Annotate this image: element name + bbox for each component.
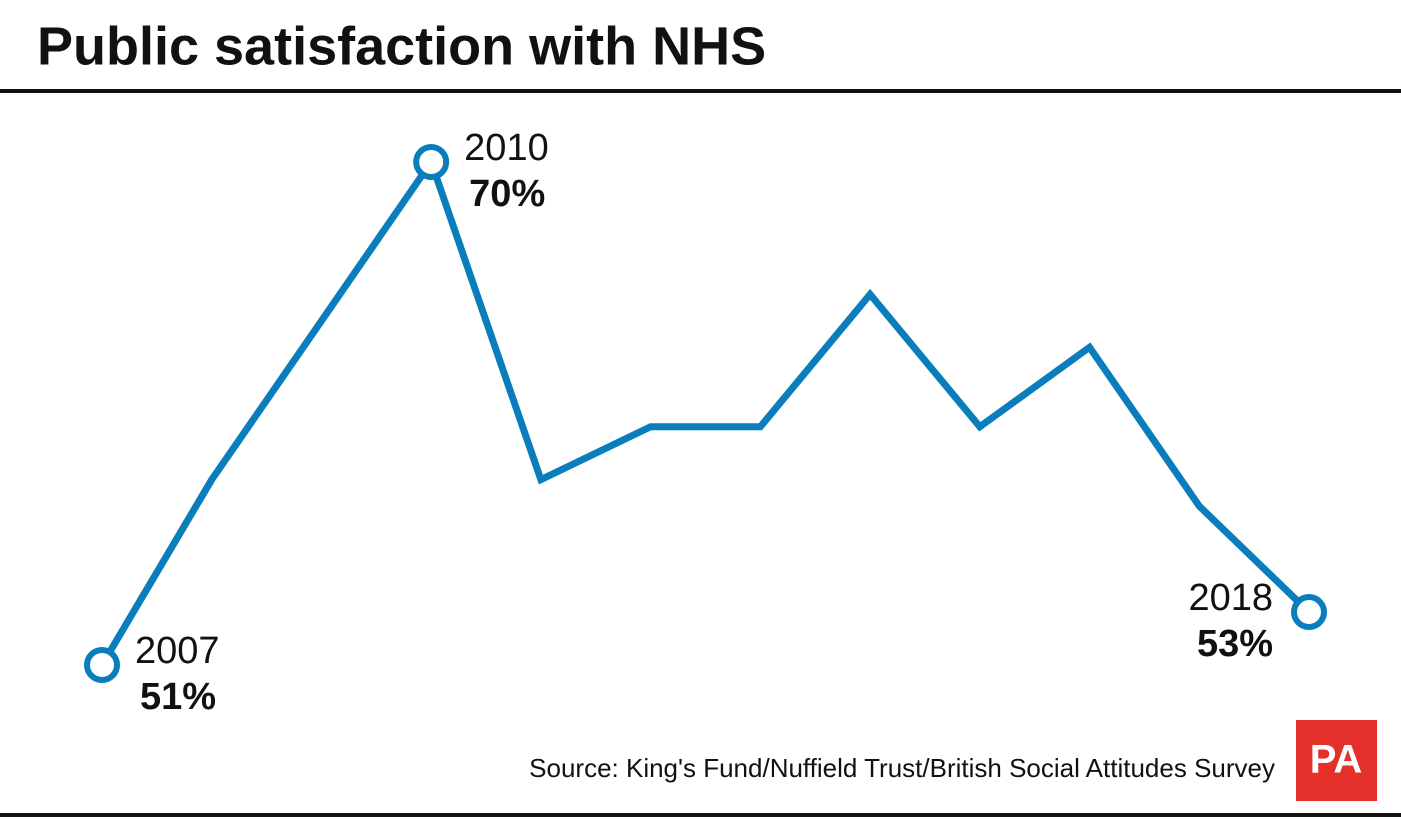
chart-title: Public satisfaction with NHS — [37, 16, 766, 76]
bottom-rule — [0, 813, 1401, 817]
value-label: 51% — [140, 676, 216, 718]
logo-box — [1296, 720, 1377, 801]
year-label: 2018 — [1188, 577, 1273, 619]
point — [1291, 594, 1327, 631]
value-label: 53% — [1197, 623, 1273, 665]
point — [413, 144, 450, 180]
source-note: Source: King's Fund/Nuffield Trust/Briti… — [529, 753, 1275, 783]
logo: PA — [1310, 738, 1363, 782]
year-label: 2007 — [135, 630, 220, 672]
line — [98, 154, 1312, 667]
year-label: 2010 — [464, 127, 549, 169]
point — [84, 647, 120, 683]
top-rule — [0, 89, 1401, 93]
value-label: 70% — [469, 173, 545, 215]
